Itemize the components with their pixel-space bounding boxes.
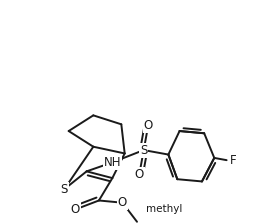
Text: methyl: methyl [146, 204, 182, 214]
Text: O: O [135, 168, 144, 181]
Text: O: O [71, 203, 80, 216]
Text: O: O [118, 196, 127, 209]
Text: S: S [61, 183, 68, 196]
Text: NH: NH [104, 156, 121, 169]
Text: F: F [230, 154, 236, 167]
Text: S: S [140, 144, 147, 157]
Text: O: O [144, 119, 153, 132]
